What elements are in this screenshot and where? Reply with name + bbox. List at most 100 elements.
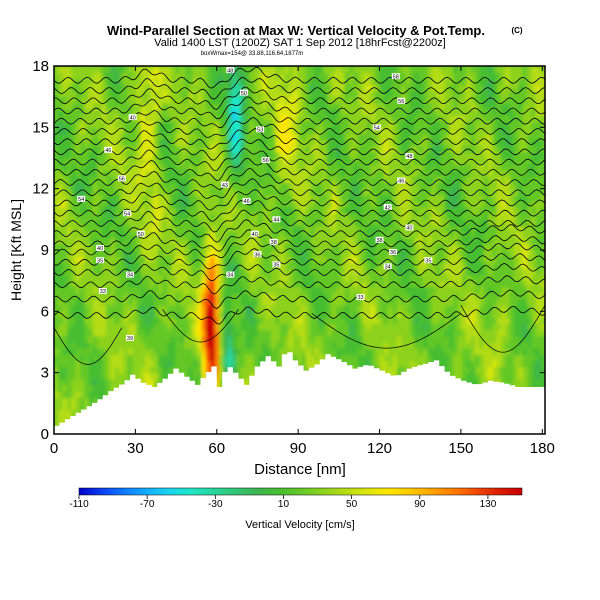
heat-cell [62,108,68,116]
heat-cell [314,348,320,355]
heat-cell [379,219,385,227]
heat-cell [379,317,385,325]
heat-cell [205,133,211,141]
heat-cell [197,121,203,128]
heat-cell [375,115,381,122]
heat-cell [119,139,125,147]
heat-cell [340,127,346,135]
heat-cell [184,121,190,128]
heat-cell [284,256,289,263]
heat-cell [153,323,159,331]
heat-cell [119,262,125,269]
heat-cell [67,90,72,98]
heat-cell [379,280,385,288]
heat-cell [171,170,177,177]
heat-cell [71,372,77,380]
heat-cell [370,262,376,269]
heat-cell [310,299,316,306]
heat-cell [370,151,376,159]
heat-cell [362,90,368,98]
heat-cell [188,90,194,98]
heat-cell [223,108,229,116]
heat-cell [158,268,164,276]
heat-cell [227,90,233,98]
heat-cell [197,256,203,263]
heat-cell [71,121,77,128]
heat-cell [396,323,402,331]
heat-cell [227,108,233,116]
heat-cell [67,176,72,184]
heat-cell [305,262,311,269]
heat-cell [249,299,255,306]
heat-cell [253,268,259,276]
heat-cell [214,378,220,386]
heat-cell [357,194,363,202]
heat-cell [327,121,333,128]
heat-cell [362,158,368,165]
heat-cell [314,342,320,349]
heat-cell [249,292,255,300]
heat-cell [231,213,237,220]
heat-cell [340,108,346,116]
heat-cell [145,213,151,220]
heat-cell [101,366,107,374]
heat-cell [349,274,355,282]
heat-cell [75,225,81,233]
heat-cell [362,194,368,202]
heat-cell [388,108,394,116]
heat-cell [357,207,363,214]
heat-cell [54,397,59,404]
heat-cell [284,262,289,269]
heat-cell [153,182,159,190]
heat-cell [323,329,329,337]
heat-cell [197,213,203,220]
heat-cell [383,366,389,374]
heat-cell [184,360,190,368]
heat-cell [93,176,98,184]
heat-cell [266,90,272,98]
heat-cell [388,133,394,141]
heat-cell [262,145,268,153]
heat-cell [197,366,203,374]
heat-cell [231,348,237,355]
heat-cell [301,72,307,79]
heat-cell [153,139,159,147]
heat-cell [175,225,181,233]
heat-cell [344,133,350,141]
heat-cell [140,366,146,374]
heat-cell [366,311,372,319]
heat-cell [101,145,107,153]
heat-cell [388,188,394,196]
heat-cell [258,286,263,294]
heat-cell [62,262,68,269]
heat-cell [375,268,381,276]
heat-cell [184,231,190,239]
heat-cell [205,139,211,147]
heat-cell [258,268,263,276]
heat-cell [210,200,216,208]
heat-cell [383,121,389,128]
heat-cell [392,237,398,245]
heat-cell [192,182,198,190]
heat-cell [349,323,355,331]
heat-cell [132,170,138,177]
heat-cell [318,200,324,208]
heat-cell [88,145,94,153]
heat-cell [370,317,376,325]
heat-cell [223,348,229,355]
heat-cell [114,182,120,190]
heat-cell [162,305,168,312]
heat-cell [301,317,307,325]
heat-cell [106,133,112,141]
heat-cell [58,268,64,276]
heat-cell [379,90,385,98]
heat-cell [379,158,385,165]
heat-cell [62,225,68,233]
heat-cell [179,292,185,300]
heat-cell [93,121,98,128]
heat-cell [323,145,329,153]
heat-cell [366,268,372,276]
heat-cell [218,268,224,276]
heat-cell [97,225,103,233]
heat-cell [331,262,337,269]
